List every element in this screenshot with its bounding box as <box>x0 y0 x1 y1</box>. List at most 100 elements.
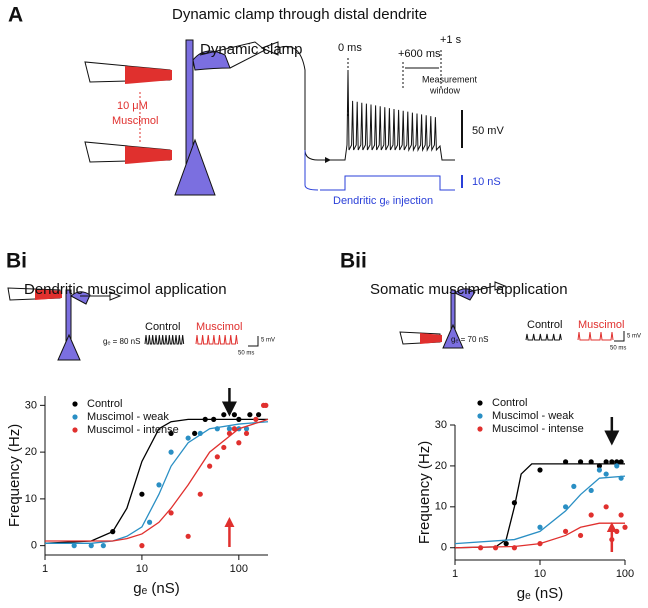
point <box>253 416 259 422</box>
point <box>596 467 603 473</box>
point <box>100 543 106 549</box>
label: Dendritic gₑ injection <box>333 195 433 207</box>
point <box>537 467 543 473</box>
legend-label: Muscimol - intense <box>492 423 584 435</box>
legend-marker <box>72 427 78 433</box>
point <box>503 541 509 547</box>
x-tick-label: 10 <box>534 568 546 580</box>
point <box>231 426 237 432</box>
label: 0 ms <box>338 42 362 54</box>
label: gₑ = 70 nS <box>451 335 488 344</box>
point <box>562 459 569 465</box>
point <box>139 491 145 497</box>
point <box>221 412 227 418</box>
point <box>571 483 577 489</box>
point <box>146 519 153 525</box>
panel-title: Dendritic muscimol application <box>24 281 227 298</box>
arrow-head <box>224 517 235 527</box>
legend-label: Muscimol - intense <box>87 424 179 436</box>
label: +1 s <box>440 34 462 46</box>
legend-label: Muscimol - weak <box>87 411 169 423</box>
point <box>618 475 624 481</box>
panel-title: Dynamic clamp through distal dendrite <box>172 6 427 23</box>
point <box>202 416 208 422</box>
point <box>537 541 543 547</box>
panel-label: Bii <box>340 250 367 273</box>
x-axis-label: gₑ (nS) <box>517 585 563 602</box>
legend-label: Control <box>492 397 527 409</box>
x-axis-label: gₑ (nS) <box>133 580 179 597</box>
fit-line <box>45 418 269 542</box>
label: 10 μM <box>117 100 148 112</box>
point <box>185 533 191 539</box>
panel-label: A <box>8 4 23 27</box>
point <box>588 512 594 518</box>
legend-label: Muscimol - weak <box>492 410 574 422</box>
label: +600 ms <box>398 48 441 60</box>
point <box>477 545 484 551</box>
legend-label: Control <box>87 398 122 410</box>
fit-line <box>44 418 268 544</box>
label: 5 mV <box>627 334 641 340</box>
panel-title: Somatic muscimol application <box>370 281 568 298</box>
point <box>88 543 94 549</box>
label: 5 mV <box>261 338 275 344</box>
label: Dynamic clamp <box>200 41 303 58</box>
x-tick-label: 100 <box>616 568 634 580</box>
y-tick-label: 0 <box>441 542 447 554</box>
y-axis-label: Frequency (Hz) <box>416 441 433 544</box>
y-tick-label: 20 <box>25 446 37 458</box>
point <box>139 543 145 549</box>
y-tick-label: 30 <box>25 399 37 411</box>
point <box>247 412 253 418</box>
label: 50 mV <box>472 125 504 137</box>
y-tick-label: 10 <box>435 501 447 513</box>
point <box>211 416 217 422</box>
label: window <box>429 85 461 95</box>
legend-marker <box>477 426 483 432</box>
point <box>588 487 594 494</box>
x-tick-label: 1 <box>42 563 48 575</box>
point <box>256 412 262 418</box>
point <box>168 430 174 437</box>
y-axis-label: Frequency (Hz) <box>6 424 23 527</box>
point <box>214 426 220 432</box>
point <box>263 402 269 408</box>
point <box>614 459 620 465</box>
point <box>207 463 213 469</box>
legend-marker <box>477 400 483 406</box>
point <box>243 426 250 432</box>
label: Control <box>145 321 180 333</box>
y-tick-label: 20 <box>435 460 447 472</box>
point <box>236 440 242 446</box>
point <box>236 416 242 422</box>
point <box>618 512 624 518</box>
label: 50 ms <box>610 346 626 352</box>
x-tick-label: 10 <box>136 563 148 575</box>
point <box>609 459 615 465</box>
point <box>243 430 250 437</box>
panel-a-schematic <box>84 39 463 196</box>
legend-marker <box>72 401 78 407</box>
point <box>168 510 174 516</box>
point <box>71 543 77 549</box>
point <box>603 459 609 465</box>
point <box>110 529 116 535</box>
label: gₑ = 80 nS <box>103 337 140 346</box>
label: Muscimol <box>112 115 158 127</box>
point <box>603 504 609 510</box>
point <box>226 426 233 432</box>
point <box>577 532 584 539</box>
label: 50 ms <box>238 351 254 357</box>
point <box>562 528 569 534</box>
point <box>221 444 227 451</box>
point <box>622 524 628 530</box>
point <box>511 545 518 551</box>
arrow-head <box>606 522 617 532</box>
point <box>588 459 594 465</box>
point <box>185 435 191 441</box>
y-tick-label: 10 <box>25 493 37 505</box>
label: Control <box>527 319 562 331</box>
x-tick-label: 1 <box>452 568 458 580</box>
